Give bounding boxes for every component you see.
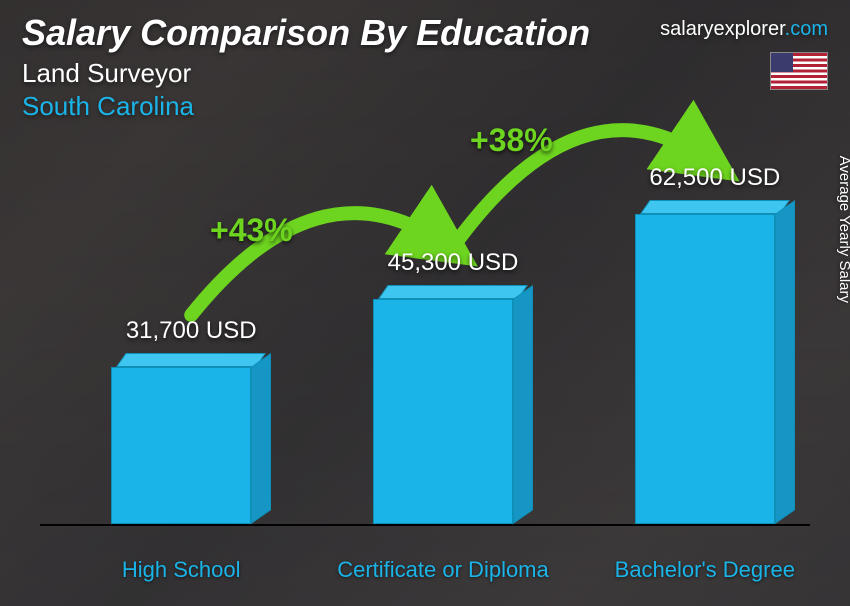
bar-top bbox=[378, 285, 528, 299]
bar-top bbox=[640, 200, 790, 214]
bar-front bbox=[635, 214, 775, 524]
bar-side bbox=[251, 353, 271, 524]
increase-label: +38% bbox=[470, 122, 553, 159]
bar-side bbox=[513, 285, 533, 524]
bar-value-label: 62,500 USD bbox=[610, 164, 820, 192]
bar-category-label: Certificate or Diploma bbox=[328, 557, 558, 582]
bar-chart: 31,700 USD High School 45,300 USD Certifica… bbox=[40, 102, 810, 582]
bar bbox=[373, 299, 513, 524]
bar-value-label: 31,700 USD bbox=[86, 317, 296, 345]
y-axis-label: Average Yearly Salary bbox=[836, 156, 850, 303]
bar-front bbox=[373, 299, 513, 524]
chart-baseline bbox=[40, 524, 810, 526]
country-flag-icon bbox=[770, 52, 828, 90]
bar-category-label: Bachelor's Degree bbox=[590, 557, 820, 582]
increase-label: +43% bbox=[210, 212, 293, 249]
bar-category-label: High School bbox=[66, 557, 296, 582]
bar-top bbox=[116, 353, 266, 367]
brand-suffix-text: .com bbox=[785, 18, 828, 40]
brand-main-text: salaryexplorer bbox=[660, 18, 785, 40]
bar-side bbox=[775, 200, 795, 524]
bar-front bbox=[111, 367, 251, 524]
brand-logo: salaryexplorer.com bbox=[660, 18, 828, 41]
bar bbox=[111, 367, 251, 524]
job-title: Land Surveyor bbox=[22, 58, 828, 89]
bar-value-label: 45,300 USD bbox=[348, 249, 558, 277]
bar bbox=[635, 214, 775, 524]
